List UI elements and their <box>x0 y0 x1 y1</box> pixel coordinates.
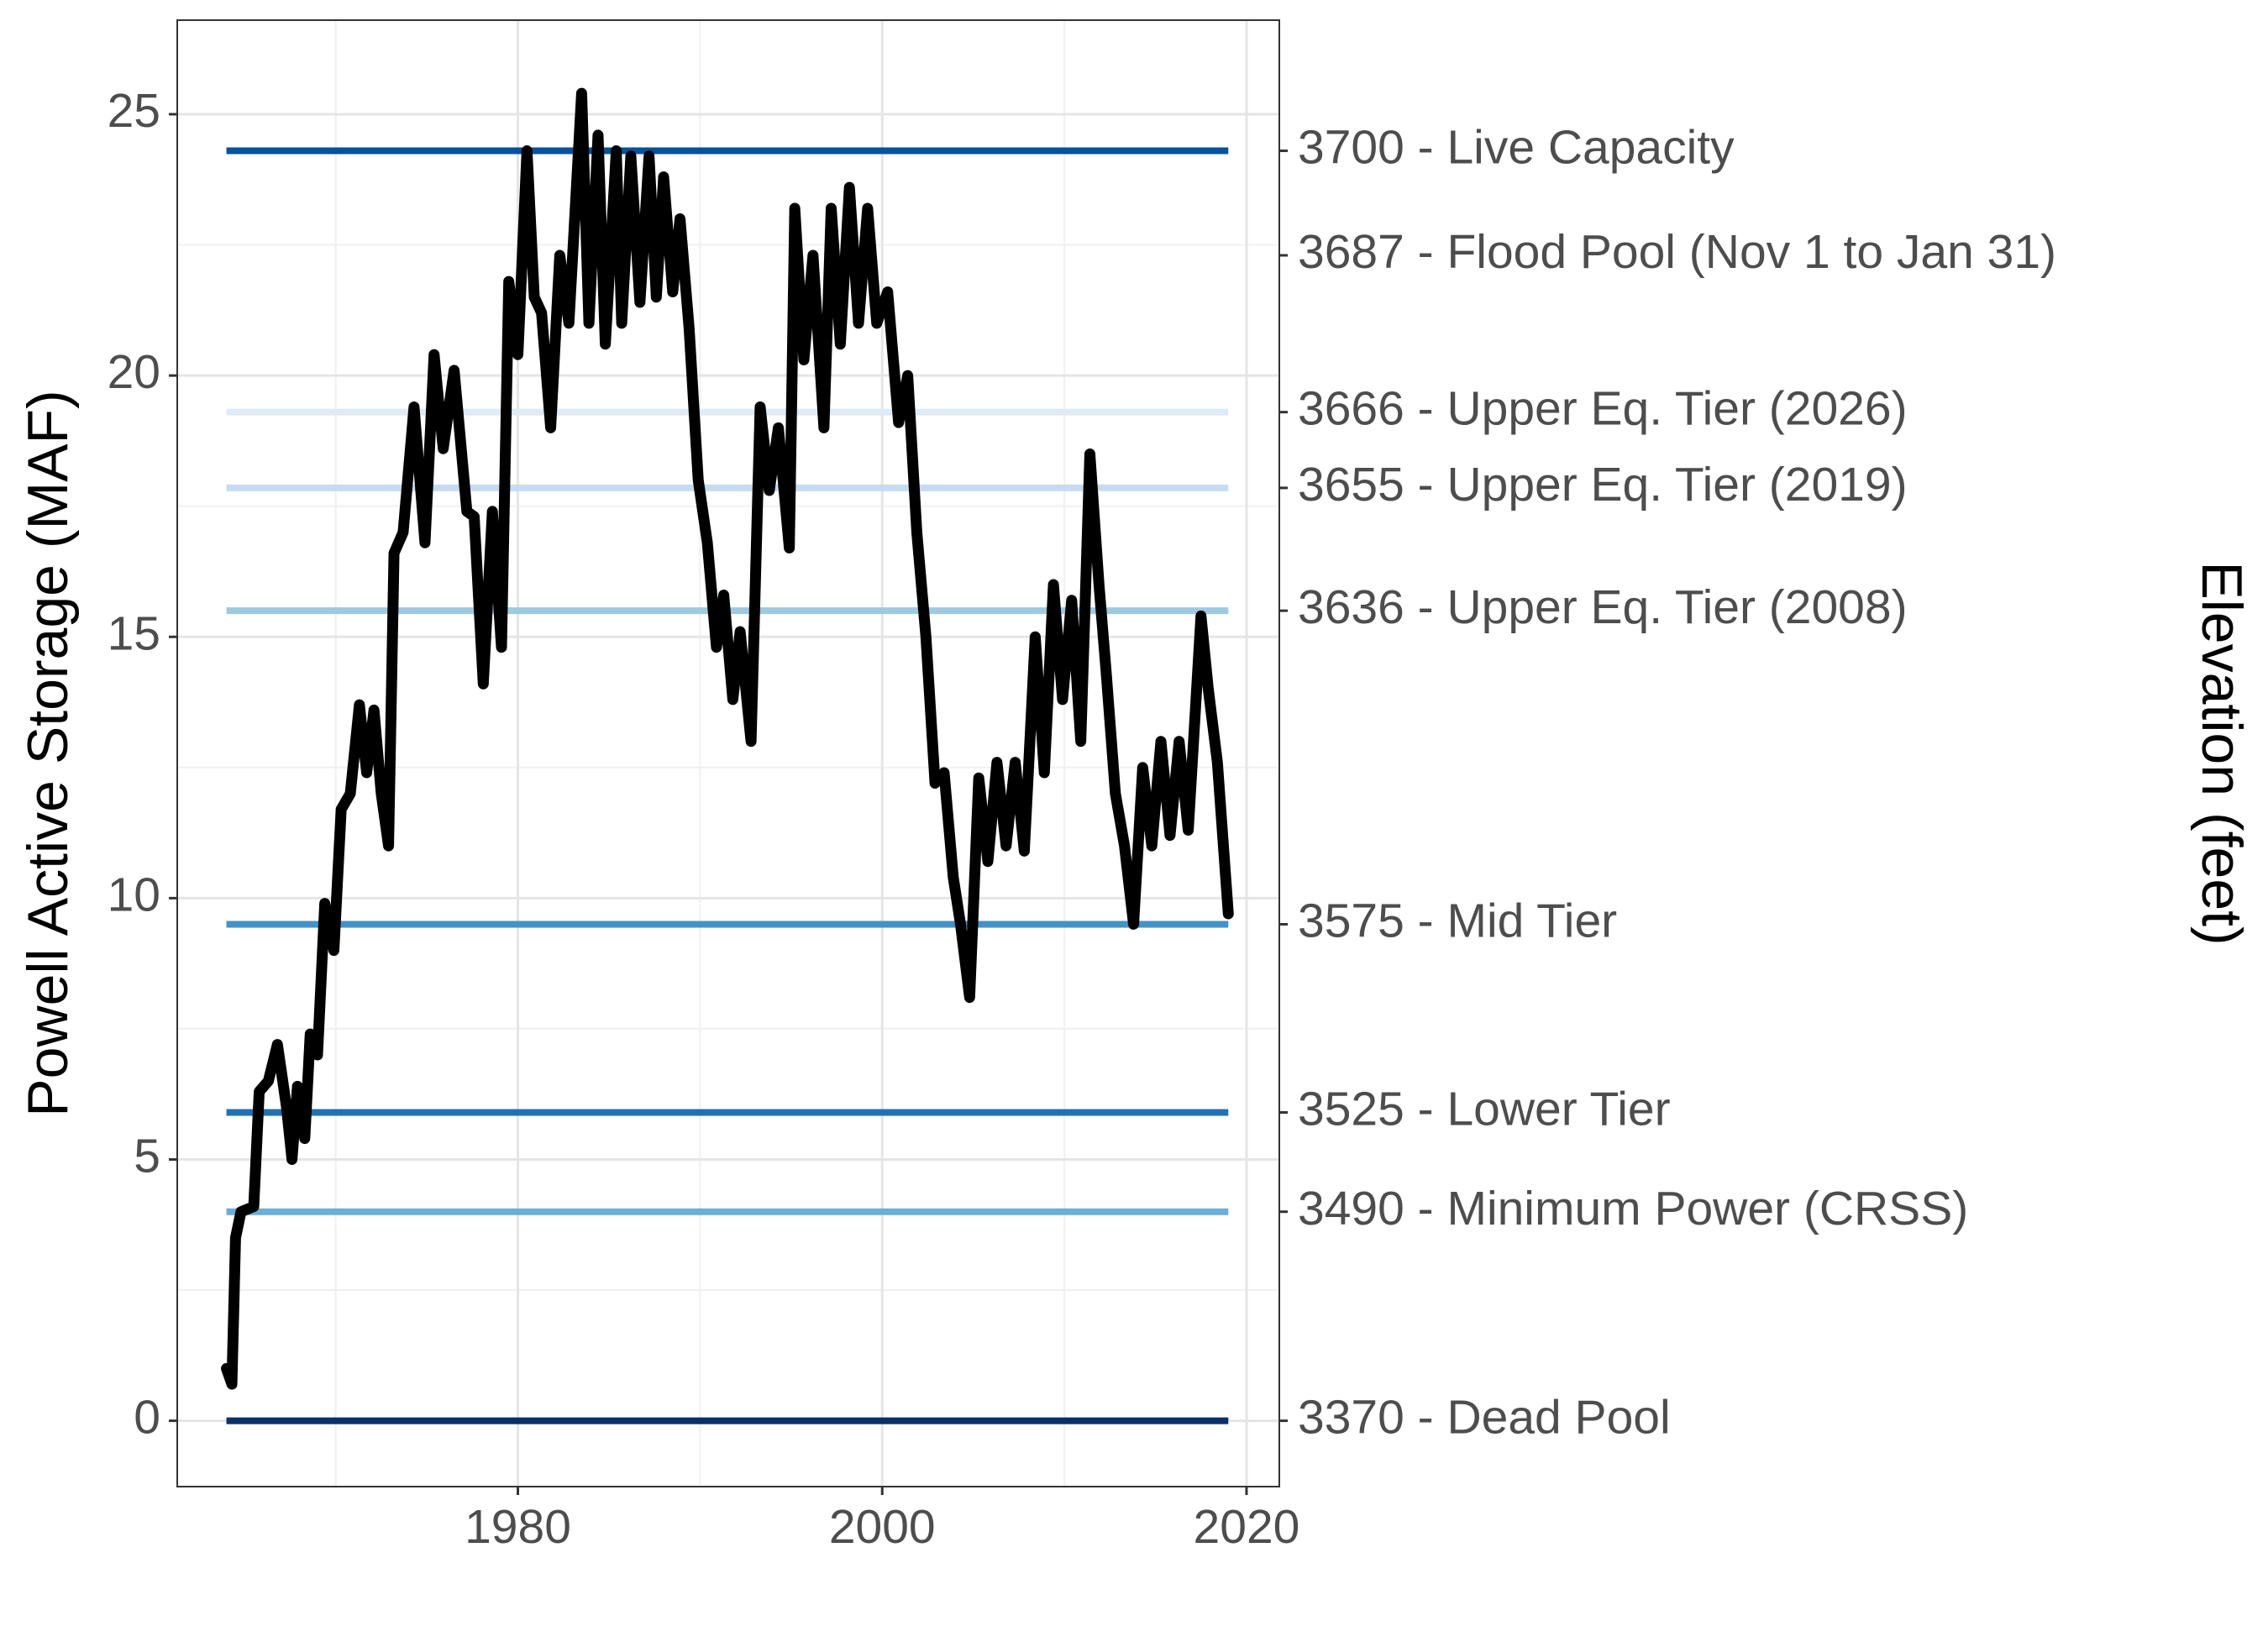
y2-tick-label: 3636 - Upper Eq. Tier (2008) <box>1298 580 1908 634</box>
x-tick-label: 2020 <box>1194 1500 1300 1554</box>
y2-tick-label: 3575 - Mid Tier <box>1298 894 1617 948</box>
plot-frame <box>176 19 1280 1487</box>
y2-tick-label: 3525 - Lower Tier <box>1298 1083 1671 1136</box>
y2-tick-label: 3666 - Upper Eq. Tier (2026) <box>1298 382 1908 436</box>
y-axis-title: Powell Active Storage (MAF) <box>16 390 80 1116</box>
storage-line <box>221 87 1234 1390</box>
x-tick-label: 2000 <box>829 1500 936 1554</box>
y-tick-label: 15 <box>108 606 160 660</box>
marks <box>221 87 1234 1424</box>
y2-tick-label: 3370 - Dead Pool <box>1298 1391 1671 1445</box>
y2-tick-label: 3490 - Minimum Power (CRSS) <box>1298 1182 1968 1235</box>
y-tick-label: 10 <box>108 868 160 921</box>
y-tick-label: 20 <box>108 345 160 399</box>
y-tick-label: 25 <box>108 84 160 138</box>
x-tick-label: 1980 <box>465 1500 571 1554</box>
y2-axis-title: Elevation (feet) <box>2190 561 2254 945</box>
y2-tick-label: 3655 - Upper Eq. Tier (2019) <box>1298 458 1908 511</box>
y-tick-label: 0 <box>134 1391 160 1445</box>
y-tick-label: 5 <box>134 1130 160 1183</box>
y2-tick-label: 3700 - Live Capacity <box>1298 121 1735 175</box>
y2-tick-label: 3687 - Flood Pool (Nov 1 to Jan 31) <box>1298 225 2056 279</box>
